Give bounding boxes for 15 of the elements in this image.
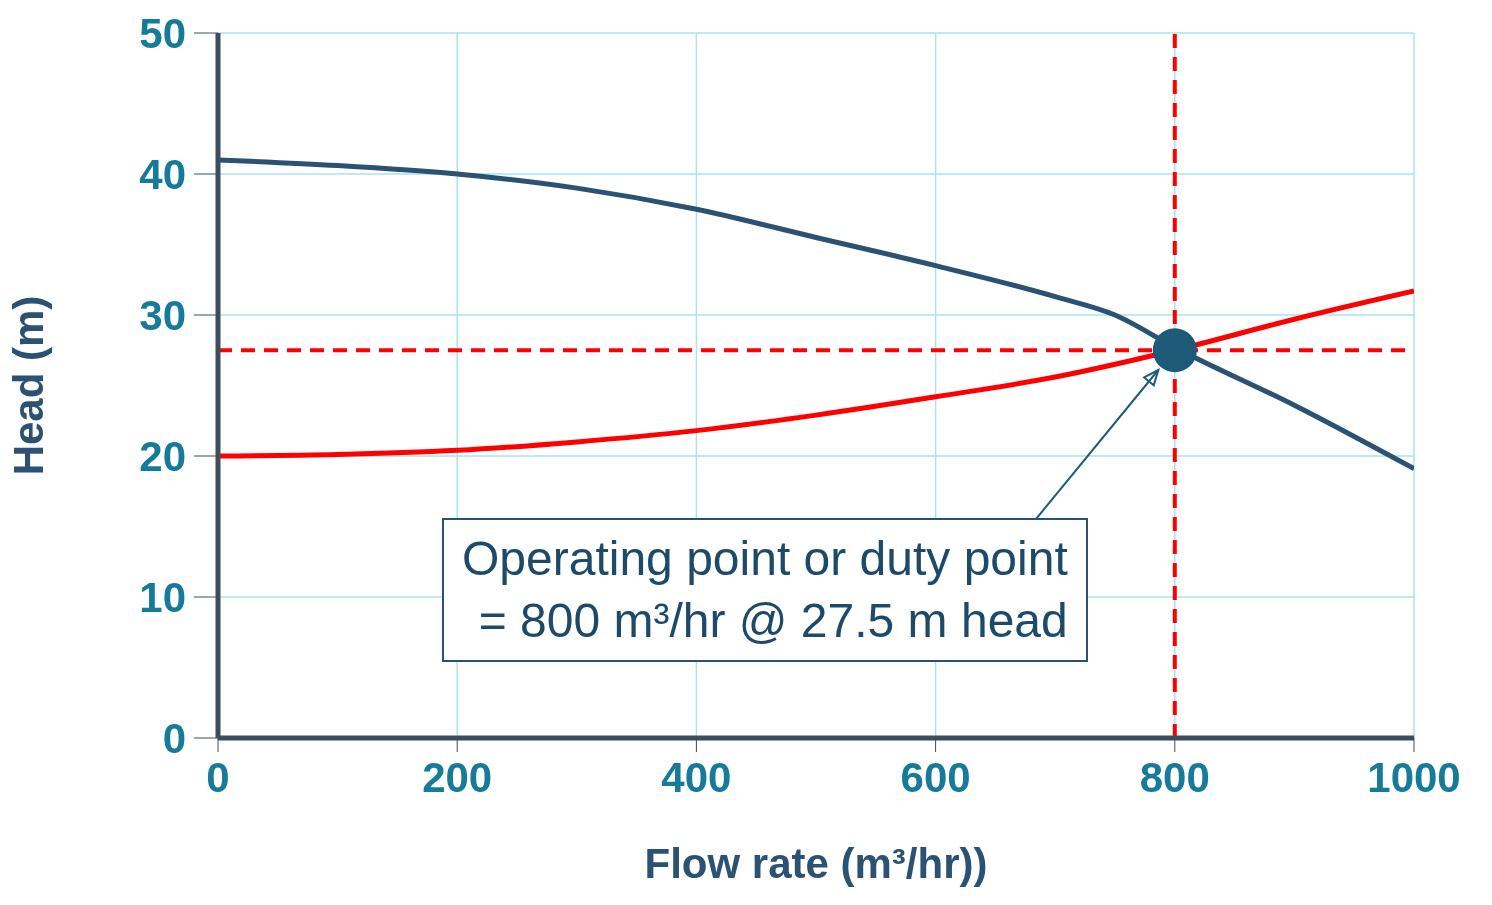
x-tick-label: 0 xyxy=(206,753,230,801)
y-tick-label: 50 xyxy=(139,9,186,57)
x-tick-label: 1000 xyxy=(1367,753,1461,801)
y-axis-title: Head (m) xyxy=(4,295,52,476)
x-axis-title: Flow rate (m³/hr)) xyxy=(644,840,988,887)
y-tick-label: 0 xyxy=(162,714,186,762)
x-tick-label: 200 xyxy=(422,753,493,801)
x-tick-label: 400 xyxy=(661,753,732,801)
y-tick-label: 40 xyxy=(139,150,186,198)
annotation: Operating point or duty point = 800 m³/hr @ 27.5 m head xyxy=(442,518,1088,662)
y-tick-label: 30 xyxy=(139,291,186,339)
y-tick-label: 20 xyxy=(139,432,186,480)
x-tick-label: 800 xyxy=(1139,753,1210,801)
y-tick-label: 10 xyxy=(139,573,186,621)
x-tick-label: 600 xyxy=(900,753,971,801)
